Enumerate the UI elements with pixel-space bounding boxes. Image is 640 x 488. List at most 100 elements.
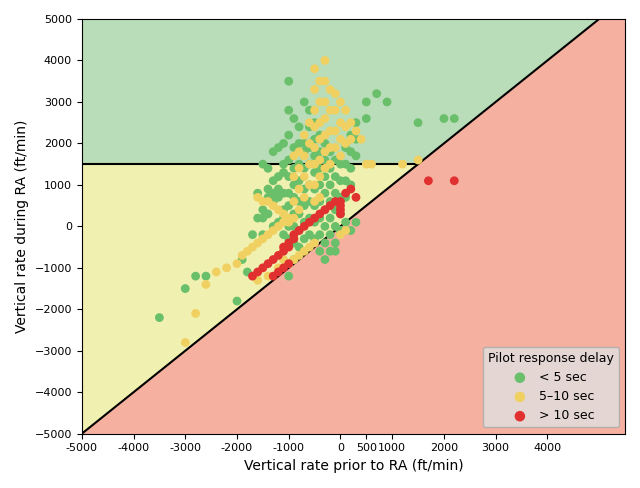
< 5 sec [310, 152, 320, 160]
< 5 sec [294, 123, 304, 131]
5–10 sec [330, 127, 340, 135]
> 10 sec [315, 210, 325, 218]
> 10 sec [340, 189, 351, 197]
5–10 sec [211, 268, 221, 276]
5–10 sec [315, 156, 325, 164]
5–10 sec [325, 85, 335, 93]
> 10 sec [284, 260, 294, 267]
< 5 sec [340, 193, 351, 201]
< 5 sec [304, 143, 314, 151]
< 5 sec [335, 177, 346, 184]
5–10 sec [294, 148, 304, 156]
5–10 sec [361, 160, 371, 168]
5–10 sec [263, 272, 273, 280]
< 5 sec [340, 160, 351, 168]
5–10 sec [310, 198, 320, 205]
5–10 sec [304, 181, 314, 189]
< 5 sec [278, 231, 289, 239]
5–10 sec [325, 106, 335, 114]
< 5 sec [320, 156, 330, 164]
< 5 sec [315, 247, 325, 255]
< 5 sec [289, 256, 299, 264]
5–10 sec [299, 193, 309, 201]
< 5 sec [325, 198, 335, 205]
5–10 sec [366, 160, 376, 168]
5–10 sec [325, 160, 335, 168]
< 5 sec [304, 160, 314, 168]
> 10 sec [248, 272, 258, 280]
< 5 sec [284, 223, 294, 230]
< 5 sec [273, 193, 284, 201]
< 5 sec [289, 143, 299, 151]
5–10 sec [289, 152, 299, 160]
> 10 sec [351, 193, 361, 201]
< 5 sec [268, 177, 278, 184]
< 5 sec [284, 77, 294, 85]
Polygon shape [82, 164, 418, 434]
< 5 sec [315, 198, 325, 205]
< 5 sec [315, 164, 325, 172]
> 10 sec [320, 206, 330, 214]
< 5 sec [382, 98, 392, 106]
5–10 sec [340, 106, 351, 114]
5–10 sec [397, 160, 408, 168]
5–10 sec [258, 235, 268, 243]
< 5 sec [413, 119, 423, 126]
5–10 sec [278, 218, 289, 226]
> 10 sec [278, 243, 289, 251]
< 5 sec [320, 206, 330, 214]
5–10 sec [325, 127, 335, 135]
< 5 sec [284, 189, 294, 197]
5–10 sec [248, 243, 258, 251]
< 5 sec [299, 148, 309, 156]
5–10 sec [340, 140, 351, 147]
< 5 sec [258, 214, 268, 222]
5–10 sec [289, 214, 299, 222]
< 5 sec [304, 198, 314, 205]
5–10 sec [310, 106, 320, 114]
> 10 sec [253, 268, 263, 276]
5–10 sec [413, 156, 423, 164]
< 5 sec [346, 181, 356, 189]
< 5 sec [299, 202, 309, 209]
< 5 sec [351, 119, 361, 126]
< 5 sec [278, 160, 289, 168]
5–10 sec [191, 309, 201, 317]
< 5 sec [320, 140, 330, 147]
< 5 sec [310, 135, 320, 143]
< 5 sec [320, 173, 330, 181]
5–10 sec [263, 231, 273, 239]
> 10 sec [449, 177, 460, 184]
< 5 sec [284, 272, 294, 280]
< 5 sec [310, 218, 320, 226]
< 5 sec [294, 140, 304, 147]
< 5 sec [320, 239, 330, 247]
< 5 sec [253, 189, 263, 197]
< 5 sec [340, 143, 351, 151]
5–10 sec [320, 164, 330, 172]
< 5 sec [299, 235, 309, 243]
< 5 sec [310, 202, 320, 209]
< 5 sec [310, 185, 320, 193]
< 5 sec [201, 272, 211, 280]
< 5 sec [346, 164, 356, 172]
< 5 sec [273, 218, 284, 226]
5–10 sec [242, 247, 252, 255]
< 5 sec [330, 223, 340, 230]
< 5 sec [289, 223, 299, 230]
5–10 sec [330, 143, 340, 151]
< 5 sec [346, 148, 356, 156]
< 5 sec [320, 256, 330, 264]
< 5 sec [439, 115, 449, 122]
< 5 sec [315, 181, 325, 189]
< 5 sec [330, 239, 340, 247]
5–10 sec [294, 164, 304, 172]
< 5 sec [289, 164, 299, 172]
Polygon shape [82, 19, 599, 164]
5–10 sec [315, 119, 325, 126]
< 5 sec [449, 115, 460, 122]
5–10 sec [201, 281, 211, 288]
< 5 sec [278, 168, 289, 176]
> 10 sec [273, 251, 284, 259]
5–10 sec [335, 98, 346, 106]
